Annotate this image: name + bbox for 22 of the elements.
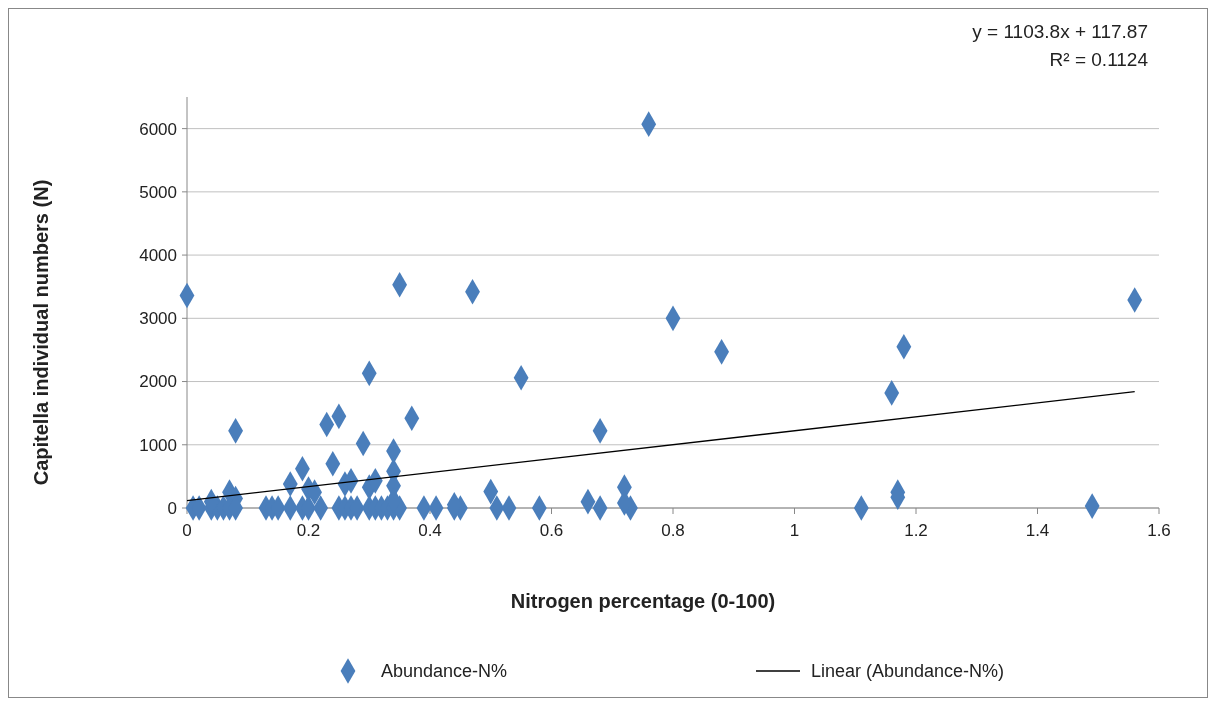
legend-label: Linear (Abundance-N%) bbox=[811, 661, 1005, 682]
x-tick-label: 1.4 bbox=[1025, 521, 1050, 540]
y-tick-label: 3000 bbox=[139, 309, 177, 329]
x-tick-label: 1 bbox=[789, 521, 800, 540]
x-tick-label: 1.2 bbox=[904, 521, 928, 540]
y-tick-label: 0 bbox=[167, 498, 177, 518]
x-tick-label: 0.6 bbox=[539, 521, 564, 540]
text: y = 1103.8x + 117.87 bbox=[972, 21, 1148, 42]
text: R² = 0.1124 bbox=[1049, 49, 1149, 70]
x-tick-label: 0.4 bbox=[418, 521, 442, 540]
y-axis-title: Capitella individual numbers (N) bbox=[30, 179, 52, 486]
y-tick-label: 2000 bbox=[139, 372, 177, 392]
y-tick-label: 1000 bbox=[139, 435, 177, 455]
y-tick-label: 5000 bbox=[139, 182, 177, 202]
y-tick-label: 6000 bbox=[139, 119, 177, 139]
x-axis-title: Nitrogen percentage (0-100) bbox=[510, 590, 776, 612]
legend-label: Abundance-N% bbox=[381, 661, 508, 682]
x-tick-label: 1.6 bbox=[1147, 521, 1171, 540]
x-tick-label: 0 bbox=[182, 521, 192, 540]
x-tick-label: 0.2 bbox=[296, 521, 321, 540]
x-tick-label: 0.8 bbox=[661, 521, 685, 540]
y-tick-label: 4000 bbox=[139, 246, 177, 266]
